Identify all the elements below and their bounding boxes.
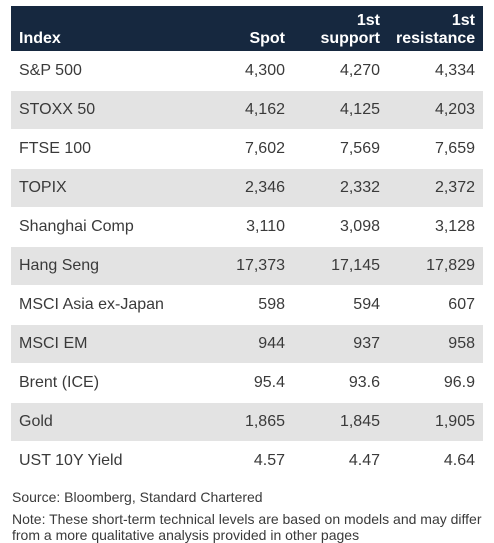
spot-value: 598 <box>204 285 293 325</box>
table-row: FTSE 100 7,602 7,569 7,659 <box>11 129 483 169</box>
index-name: TOPIX <box>11 168 204 208</box>
table-header-row: Index Spot 1st support 1st resistance <box>11 6 483 52</box>
index-name: MSCI Asia ex-Japan <box>11 285 204 325</box>
index-name: STOXX 50 <box>11 90 204 130</box>
support-value: 4.47 <box>293 441 388 480</box>
resistance-value: 607 <box>388 285 483 325</box>
spot-value: 4.57 <box>204 441 293 480</box>
table-row: Shanghai Comp 3,110 3,098 3,128 <box>11 207 483 247</box>
resistance-value: 4.64 <box>388 441 483 480</box>
table-row: TOPIX 2,346 2,332 2,372 <box>11 168 483 208</box>
header-1st-support: 1st support <box>293 6 388 52</box>
spot-value: 95.4 <box>204 363 293 403</box>
index-name: Hang Seng <box>11 246 204 286</box>
index-name: UST 10Y Yield <box>11 441 204 480</box>
resistance-value: 3,128 <box>388 207 483 247</box>
table-row: Gold 1,865 1,845 1,905 <box>11 402 483 442</box>
table-body: S&P 500 4,300 4,270 4,334 STOXX 50 4,162 4,125… <box>11 51 483 480</box>
support-value: 7,569 <box>293 129 388 169</box>
spot-value: 944 <box>204 324 293 364</box>
technical-levels-table: Index Spot 1st support 1st resistance S&P … <box>11 6 483 480</box>
resistance-value: 2,372 <box>388 168 483 208</box>
index-name: Gold <box>11 402 204 442</box>
spot-value: 3,110 <box>204 207 293 247</box>
resistance-value: 17,829 <box>388 246 483 286</box>
index-name: S&P 500 <box>11 51 204 91</box>
index-name: Brent (ICE) <box>11 363 204 403</box>
table-row: Hang Seng 17,373 17,145 17,829 <box>11 246 483 286</box>
spot-value: 4,300 <box>204 51 293 91</box>
index-name: Shanghai Comp <box>11 207 204 247</box>
header-index: Index <box>11 6 204 52</box>
table-row: MSCI Asia ex-Japan 598 594 607 <box>11 285 483 325</box>
support-value: 1,845 <box>293 402 388 442</box>
resistance-value: 4,203 <box>388 90 483 130</box>
spot-value: 1,865 <box>204 402 293 442</box>
resistance-value: 1,905 <box>388 402 483 442</box>
table-row: MSCI EM 944 937 958 <box>11 324 483 364</box>
support-value: 4,270 <box>293 51 388 91</box>
technical-levels-table-container: Index Spot 1st support 1st resistance S&P … <box>11 6 483 543</box>
support-value: 17,145 <box>293 246 388 286</box>
table-row: UST 10Y Yield 4.57 4.47 4.64 <box>11 441 483 480</box>
support-value: 937 <box>293 324 388 364</box>
table-row: Brent (ICE) 95.4 93.6 96.9 <box>11 363 483 403</box>
resistance-value: 7,659 <box>388 129 483 169</box>
spot-value: 7,602 <box>204 129 293 169</box>
spot-value: 4,162 <box>204 90 293 130</box>
support-value: 93.6 <box>293 363 388 403</box>
support-value: 594 <box>293 285 388 325</box>
table-row: S&P 500 4,300 4,270 4,334 <box>11 51 483 91</box>
index-name: MSCI EM <box>11 324 204 364</box>
source-note: Source: Bloomberg, Standard Chartered <box>12 489 263 505</box>
resistance-value: 96.9 <box>388 363 483 403</box>
spot-value: 17,373 <box>204 246 293 286</box>
header-spot: Spot <box>204 6 293 52</box>
index-name: FTSE 100 <box>11 129 204 169</box>
spot-value: 2,346 <box>204 168 293 208</box>
header-1st-resistance: 1st resistance <box>388 6 483 52</box>
resistance-value: 958 <box>388 324 483 364</box>
support-value: 3,098 <box>293 207 388 247</box>
support-value: 4,125 <box>293 90 388 130</box>
resistance-value: 4,334 <box>388 51 483 91</box>
table-row: STOXX 50 4,162 4,125 4,203 <box>11 90 483 130</box>
support-value: 2,332 <box>293 168 388 208</box>
disclaimer-note: Note: These short-term technical levels … <box>12 511 482 543</box>
